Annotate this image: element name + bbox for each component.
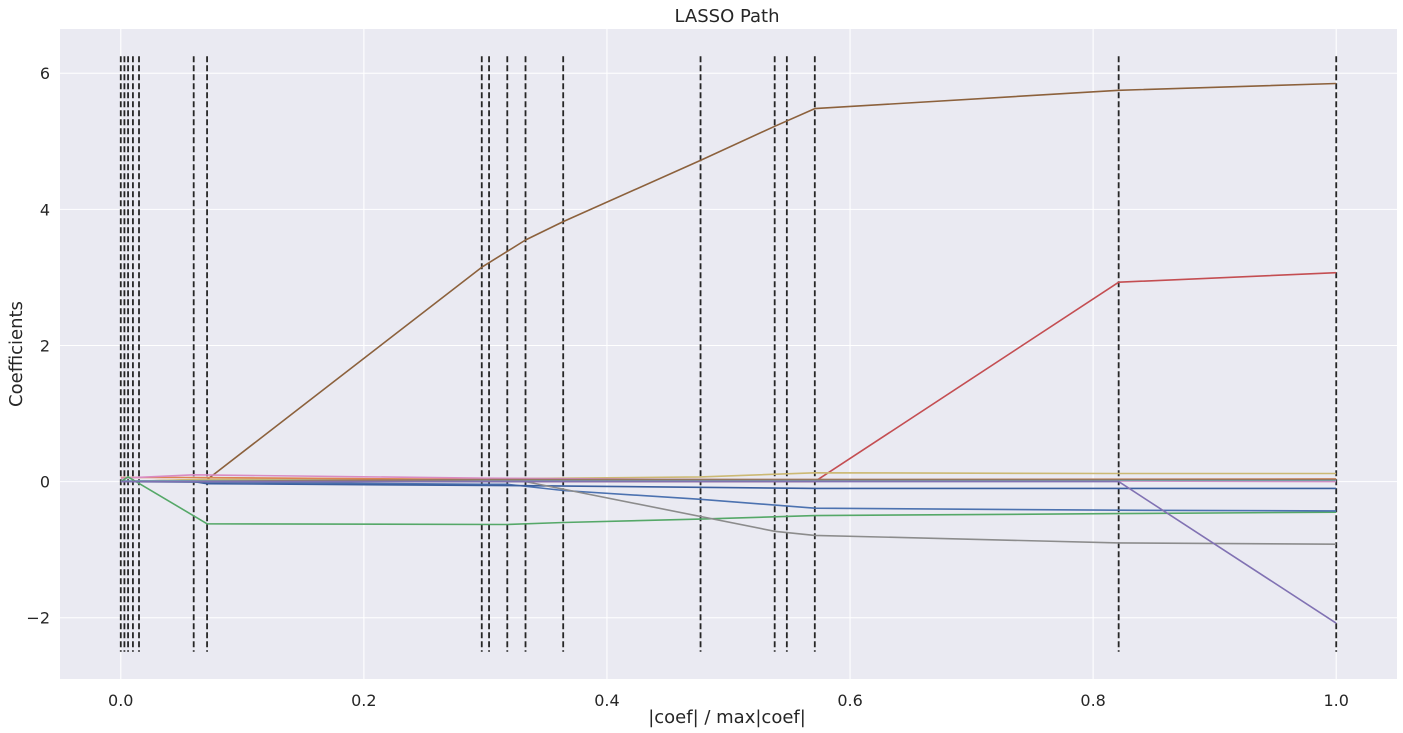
coefficient-line — [120, 476, 1337, 526]
x-tick-label: 0.0 — [108, 691, 133, 710]
x-tick-label: 1.0 — [1324, 691, 1349, 710]
chart-title: LASSO Path — [674, 6, 779, 27]
y-tick-label: 4 — [40, 200, 50, 219]
y-tick-label: 2 — [40, 336, 50, 355]
coefficient-line — [120, 471, 1337, 483]
y-axis-label: Coefficients — [6, 301, 27, 407]
y-tick-label: 0 — [40, 473, 50, 492]
coefficient-series — [120, 82, 1337, 624]
coefficient-line — [120, 480, 1337, 512]
x-axis-label: |coef| / max|coef| — [648, 707, 806, 728]
x-tick-label: 0.6 — [837, 691, 862, 710]
x-tick-label: 0.2 — [351, 691, 376, 710]
y-axis-ticks: −2 0 2 4 6 — [26, 64, 50, 628]
x-tick-label: 0.8 — [1080, 691, 1105, 710]
breakpoint-lines — [119, 56, 1338, 652]
x-tick-label: 0.4 — [594, 691, 619, 710]
x-axis-ticks: 0.0 0.2 0.4 0.6 0.8 1.0 — [108, 691, 1349, 710]
coefficient-line — [120, 82, 1337, 483]
y-tick-label: 6 — [40, 64, 50, 83]
coefficient-line — [120, 480, 1337, 624]
plot-area — [60, 29, 1397, 679]
y-tick-label: −2 — [26, 609, 50, 628]
